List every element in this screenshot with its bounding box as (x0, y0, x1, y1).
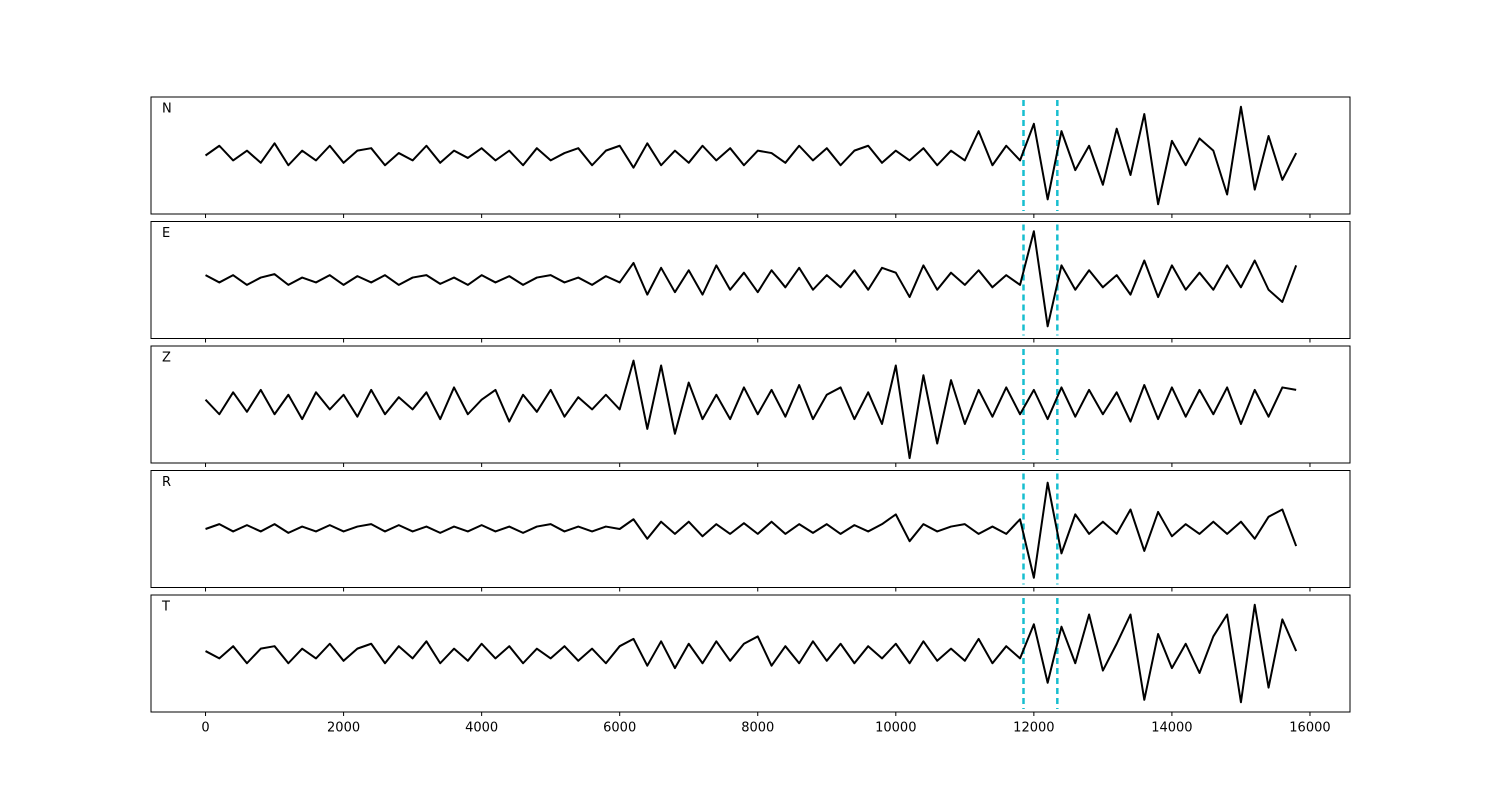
trace (205, 481, 1298, 579)
x-tick-label: 14000 (1151, 721, 1192, 736)
panel-label: Z (162, 351, 171, 366)
x-tick-label: 8000 (741, 721, 774, 736)
panel-label: R (162, 475, 171, 490)
panel-frame (150, 96, 1351, 215)
trace (205, 603, 1298, 704)
x-tick-label: 10000 (875, 721, 916, 736)
x-tick-label: 0 (201, 721, 209, 736)
panel-frame (150, 594, 1351, 713)
panel-frame (150, 470, 1351, 588)
x-tick-label: 4000 (465, 721, 498, 736)
panel-label: E (162, 226, 170, 241)
x-tick-label: 16000 (1289, 721, 1330, 736)
panel-frame (150, 345, 1351, 464)
panel-frame (150, 221, 1351, 339)
x-tick-label: 12000 (1013, 721, 1054, 736)
trace (204, 105, 1298, 206)
trace (205, 230, 1298, 328)
panel-label: N (162, 102, 172, 117)
x-tick-label: 2000 (327, 721, 360, 736)
x-tick-label: 6000 (603, 721, 636, 736)
panel-label: T (161, 600, 170, 615)
trace (204, 359, 1297, 460)
